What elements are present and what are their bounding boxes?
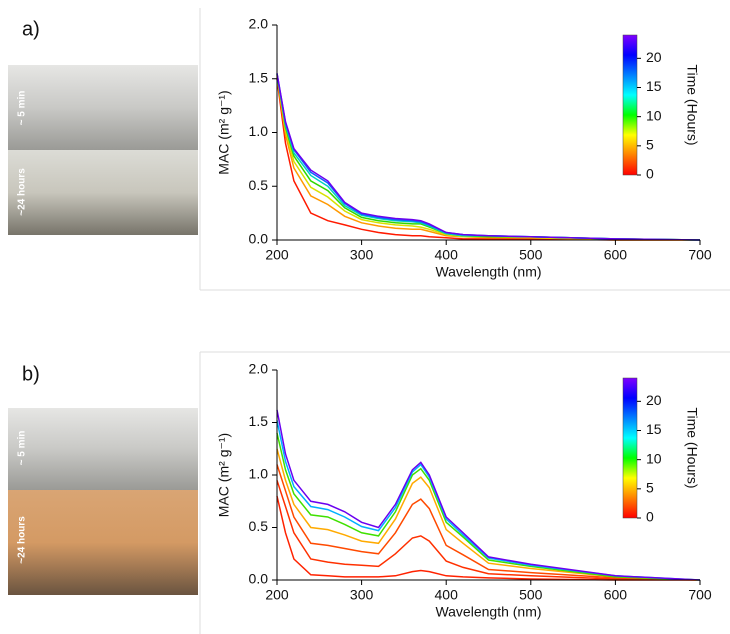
photo bbox=[8, 65, 198, 150]
colorbar-tick-label: 20 bbox=[646, 392, 662, 408]
photo-label: ~24 hours bbox=[17, 516, 28, 564]
colorbar-tick-label: 0 bbox=[646, 509, 654, 525]
colorbar-tick-label: 15 bbox=[646, 78, 662, 94]
photo bbox=[8, 408, 198, 490]
colorbar bbox=[622, 377, 638, 519]
y-tick-label: 1.5 bbox=[249, 413, 269, 429]
colorbar-tick-label: 5 bbox=[646, 137, 654, 153]
y-tick-label: 2.0 bbox=[249, 16, 269, 32]
spectrum-line bbox=[276, 409, 701, 581]
spectrum-line bbox=[276, 448, 701, 581]
spectrum-line bbox=[276, 78, 700, 241]
x-axis-label: Wavelength (nm) bbox=[435, 604, 541, 620]
colorbar-tick-label: 15 bbox=[646, 421, 662, 437]
y-tick-label: 1.0 bbox=[249, 123, 269, 139]
panel-label: b) bbox=[22, 363, 40, 385]
spectrum-line bbox=[276, 74, 701, 241]
x-tick-label: 400 bbox=[435, 587, 459, 603]
x-tick-label: 700 bbox=[688, 587, 712, 603]
y-tick-label: 0.0 bbox=[249, 231, 269, 247]
x-tick-label: 300 bbox=[350, 247, 374, 263]
spectrum-line bbox=[276, 480, 701, 581]
spectrum-line bbox=[276, 76, 700, 241]
y-tick-label: 0.5 bbox=[249, 518, 269, 534]
y-tick-label: 1.5 bbox=[249, 69, 269, 85]
y-axis-label: MAC (m² g⁻¹) bbox=[216, 90, 232, 174]
photo bbox=[8, 490, 198, 595]
photo bbox=[8, 150, 198, 235]
x-tick-label: 200 bbox=[265, 587, 289, 603]
x-tick-label: 600 bbox=[604, 247, 628, 263]
spectrum-line bbox=[276, 420, 701, 581]
y-tick-label: 0.5 bbox=[249, 177, 269, 193]
y-axis-label: MAC (m² g⁻¹) bbox=[216, 433, 232, 517]
colorbar-label: Time (Hours) bbox=[684, 64, 700, 145]
colorbar-tick-label: 10 bbox=[646, 107, 662, 123]
x-tick-label: 500 bbox=[519, 587, 543, 603]
colorbar bbox=[622, 34, 638, 176]
photo-label: ~ 5 min bbox=[17, 431, 28, 466]
x-tick-label: 600 bbox=[604, 587, 628, 603]
photo-label: ~24 hours bbox=[17, 168, 28, 216]
x-tick-label: 200 bbox=[265, 247, 289, 263]
spectrum-line bbox=[276, 495, 700, 581]
spectrum-line bbox=[276, 464, 701, 581]
colorbar-tick-label: 5 bbox=[646, 480, 654, 496]
x-axis-label: Wavelength (nm) bbox=[435, 264, 541, 280]
y-tick-label: 0.0 bbox=[249, 571, 269, 587]
x-tick-label: 700 bbox=[688, 247, 712, 263]
y-tick-label: 1.0 bbox=[249, 466, 269, 482]
x-tick-label: 400 bbox=[435, 247, 459, 263]
colorbar-tick-label: 20 bbox=[646, 49, 662, 65]
colorbar-tick-label: 10 bbox=[646, 450, 662, 466]
y-tick-label: 2.0 bbox=[249, 361, 269, 377]
colorbar-tick-label: 0 bbox=[646, 166, 654, 182]
photo-label: ~ 5 min bbox=[17, 91, 28, 126]
spectrum-line bbox=[276, 73, 701, 241]
x-tick-label: 500 bbox=[519, 247, 543, 263]
x-tick-label: 300 bbox=[350, 587, 374, 603]
colorbar-label: Time (Hours) bbox=[684, 407, 700, 488]
spectrum-line bbox=[276, 432, 701, 581]
panel-label: a) bbox=[22, 18, 40, 40]
